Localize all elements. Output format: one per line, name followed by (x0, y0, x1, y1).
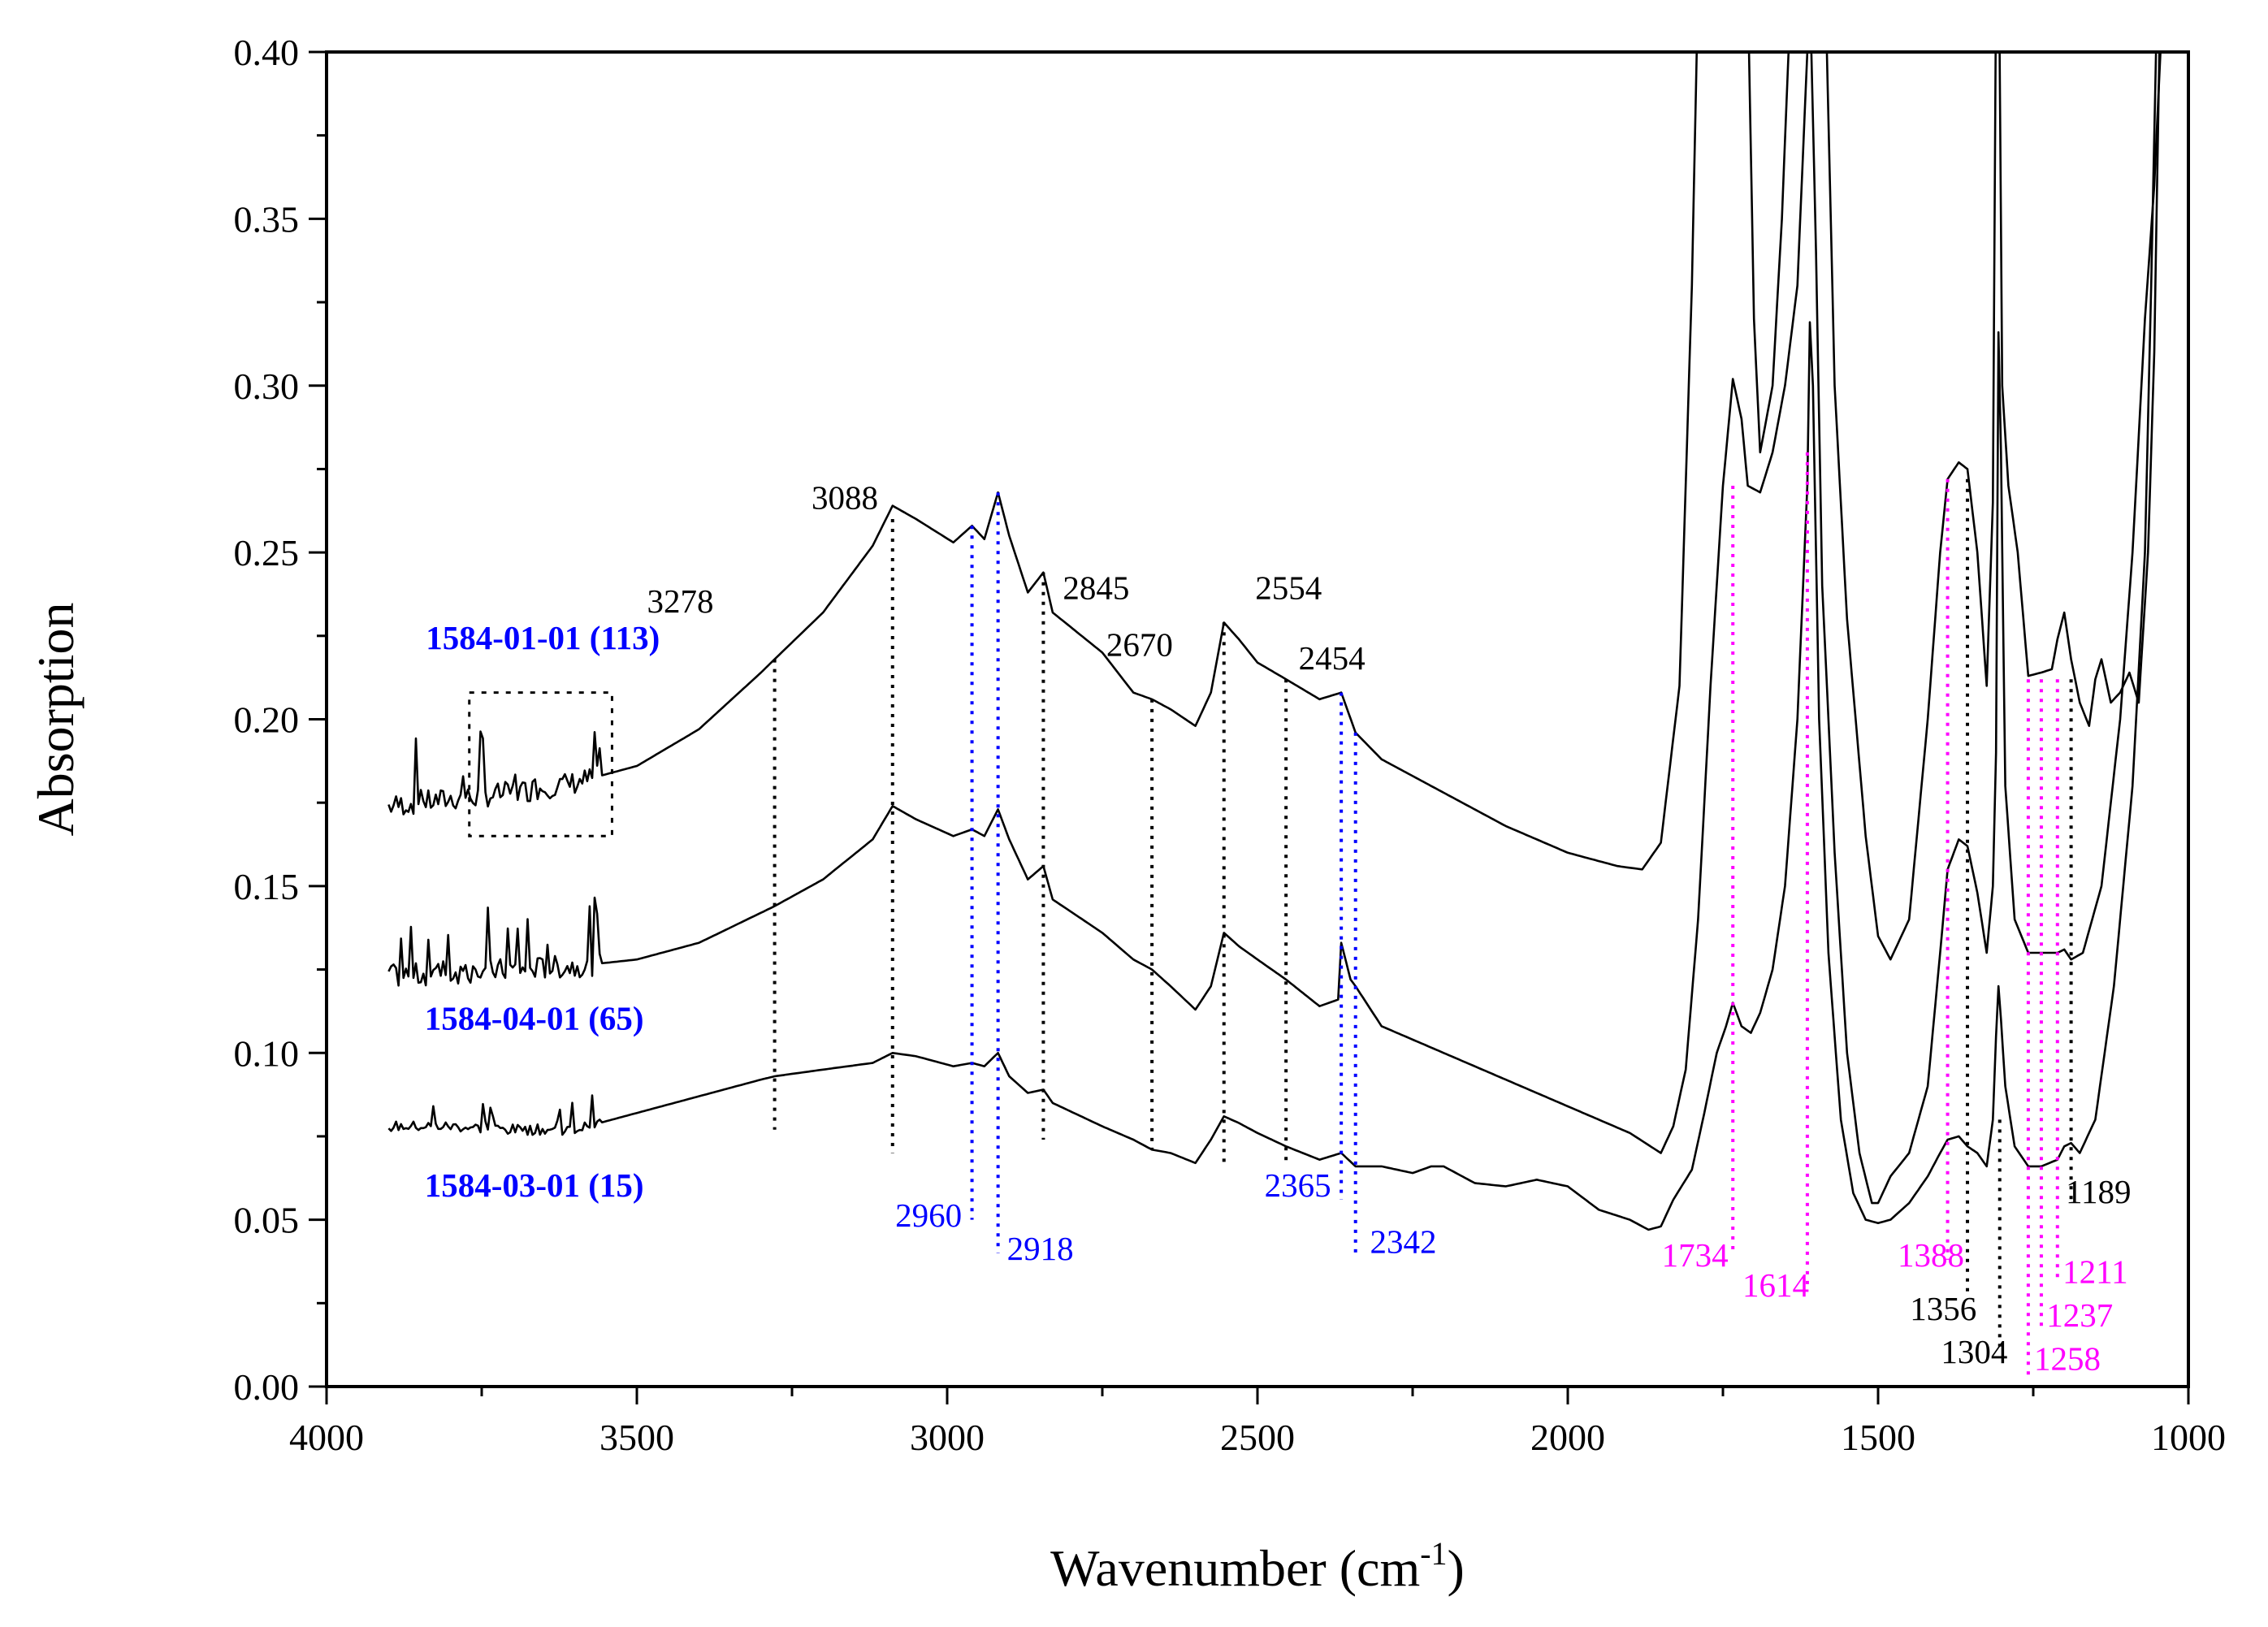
sample-label-2: 1584-04-01 (65) (425, 999, 644, 1036)
peak-label-2365: 2365 (1265, 1166, 1331, 1204)
x-tick-label-3500: 3500 (599, 1417, 674, 1458)
series-line-1-seg-4 (1998, 52, 2161, 727)
series-line-3-seg-1 (387, 52, 2158, 1231)
y-tick-label-8: 0.40 (234, 32, 300, 73)
peak-label-2960: 2960 (895, 1196, 962, 1234)
x-axis-title: Wavenumber (cm-1) (1050, 1535, 1465, 1597)
series-line-1-seg-3 (1825, 52, 1997, 961)
zoom-box (468, 691, 613, 837)
peak-label-1258: 1258 (2034, 1339, 2101, 1377)
series-line-2-seg-1 (387, 52, 1809, 1154)
axes: 4000 3500 3000 2500 2000 1500 1000 0.00 0.05 0.10… (234, 32, 2227, 1458)
x-tick-label-1000: 1000 (2151, 1417, 2226, 1458)
x-tick-label-3000: 3000 (910, 1417, 985, 1458)
peak-label-1189: 1189 (2066, 1173, 2131, 1210)
x-axis-title-close: ) (1448, 1539, 1465, 1597)
y-tick-label-0: 0.00 (234, 1366, 300, 1408)
peak-label-2554: 2554 (1255, 569, 1322, 607)
y-tick-label-7: 0.35 (234, 198, 300, 240)
sample-label-3: 1584-03-01 (15) (425, 1166, 644, 1204)
series-line-1-seg-1 (387, 52, 1699, 871)
peak-label-2670: 2670 (1106, 625, 1173, 663)
y-tick-label-1: 0.05 (234, 1200, 300, 1241)
peak-label-1388: 1388 (1898, 1236, 1964, 1274)
series-line-1-seg-2 (1747, 52, 1790, 454)
peak-label-1614: 1614 (1742, 1266, 1809, 1304)
peak-label-2342: 2342 (1370, 1223, 1437, 1261)
y-tick-label-3: 0.15 (234, 866, 300, 907)
y-tick-label-5: 0.25 (234, 532, 300, 573)
y-tick-label-2: 0.10 (234, 1032, 300, 1074)
x-axis-title-sup: -1 (1420, 1535, 1447, 1572)
series-line-2-seg-2 (1810, 52, 2162, 1205)
peak-label-3088: 3088 (812, 479, 878, 517)
sample-label-1: 1584-01-01 (113) (426, 619, 660, 656)
peak-label-1304: 1304 (1941, 1333, 2007, 1370)
x-axis-title-base: Wavenumber (cm (1050, 1539, 1420, 1597)
y-tick-label-6: 0.30 (234, 366, 300, 407)
x-tick-label-1500: 1500 (1841, 1417, 1915, 1458)
peak-label-1356: 1356 (1910, 1290, 1976, 1327)
peak-annotations (468, 452, 2073, 1377)
peak-label-2918: 2918 (1007, 1230, 1074, 1267)
y-tick-label-4: 0.20 (234, 699, 300, 741)
peak-label-3278: 3278 (647, 582, 713, 620)
peak-label-2845: 2845 (1063, 569, 1129, 607)
x-tick-label-4000: 4000 (289, 1417, 364, 1458)
peak-label-1211: 1211 (2062, 1253, 2127, 1291)
spectra-traces (387, 52, 2162, 1231)
peak-label-2454: 2454 (1299, 639, 1366, 677)
peak-label-1734: 1734 (1662, 1236, 1729, 1274)
y-axis-title: Absorption (27, 603, 84, 837)
peak-label-1237: 1237 (2046, 1296, 2113, 1334)
labels: 3088 3278 2845 2670 2554 2454 2960 2918 2365 2342… (27, 479, 2131, 1597)
x-tick-label-2500: 2500 (1220, 1417, 1295, 1458)
x-tick-label-2000: 2000 (1530, 1417, 1605, 1458)
